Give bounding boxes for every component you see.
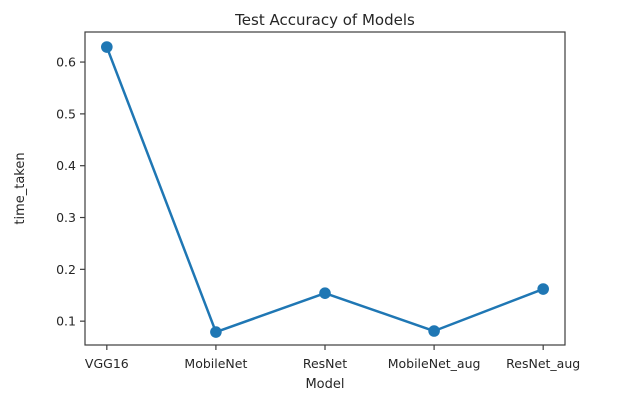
x-tick-label: VGG16 [85,356,129,371]
y-tick-label: 0.6 [56,55,76,70]
y-tick-label: 0.4 [56,158,76,173]
y-tick-label: 0.3 [56,210,76,225]
chart-title: Test Accuracy of Models [234,11,415,29]
data-point-MobileNet [210,326,222,338]
x-tick-label: MobileNet_aug [388,356,481,371]
data-point-ResNet [319,287,331,299]
y-tick-label: 0.5 [56,106,76,121]
x-axis-label: Model [305,377,344,392]
x-tick-label: ResNet [303,356,347,371]
x-tick-label: ResNet_aug [506,356,580,371]
y-tick-label: 0.2 [56,262,76,277]
y-axis-label: time_taken [13,152,28,224]
data-point-MobileNet_aug [428,325,440,337]
data-point-VGG16 [101,41,113,53]
x-tick-label: MobileNet [184,356,247,371]
data-point-ResNet_aug [537,283,549,295]
plot-area: 0.1 0.2 0.3 0.4 0.5 0.6 VGG16 MobileNet ResNet Mo… [56,31,580,371]
y-tick-label: 0.1 [56,314,76,329]
